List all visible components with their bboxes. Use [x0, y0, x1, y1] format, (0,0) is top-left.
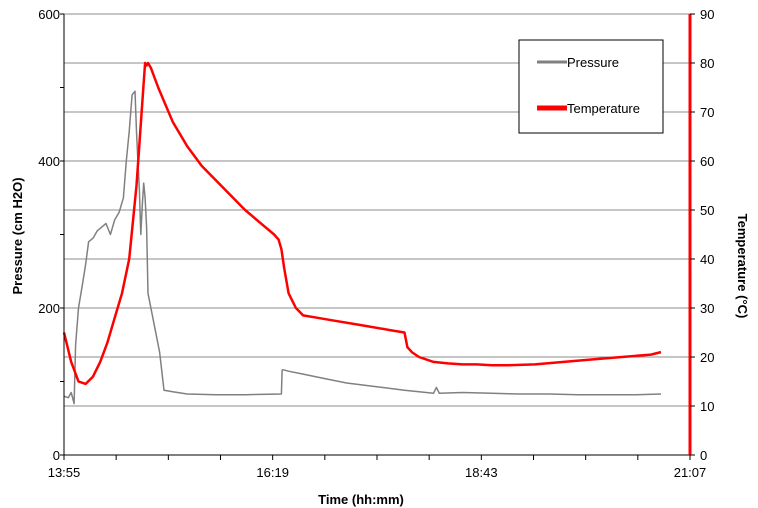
- y-right-tick-label: 80: [700, 56, 714, 71]
- legend-box: [518, 39, 664, 134]
- x-tick-label: 21:07: [674, 465, 707, 480]
- y-right-tick-label: 20: [700, 350, 714, 365]
- x-axis-title: Time (hh:mm): [318, 492, 404, 507]
- y-left-axis-title: Pressure (cm H2O): [10, 177, 25, 294]
- series-line-pressure: [63, 90, 662, 405]
- legend-label-temperature: Temperature: [567, 101, 640, 116]
- plot-series: [62, 61, 662, 405]
- x-tick-label: 16:19: [256, 465, 289, 480]
- x-tick-label: 13:55: [48, 465, 81, 480]
- y-left-tick-label: 400: [38, 154, 60, 169]
- axes: [60, 13, 695, 460]
- y-left-tick-label: 600: [38, 7, 60, 22]
- y-right-tick-label: 0: [700, 448, 707, 463]
- y-right-tick-label: 10: [700, 399, 714, 414]
- legend-label-pressure: Pressure: [567, 55, 619, 70]
- y-right-tick-label: 50: [700, 203, 714, 218]
- legend: Pressure Temperature: [518, 39, 664, 134]
- x-tick-label: 18:43: [465, 465, 498, 480]
- y-right-tick-label: 30: [700, 301, 714, 316]
- y-right-tick-label: 70: [700, 105, 714, 120]
- y-left-tick-label: 200: [38, 301, 60, 316]
- y-right-tick-label: 60: [700, 154, 714, 169]
- y-right-tick-label: 90: [700, 7, 714, 22]
- series-line-temperature: [62, 61, 662, 386]
- y-left-tick-label: 0: [53, 448, 60, 463]
- y-right-axis-title: Temperature (°C): [735, 214, 750, 319]
- y-right-tick-label: 40: [700, 252, 714, 267]
